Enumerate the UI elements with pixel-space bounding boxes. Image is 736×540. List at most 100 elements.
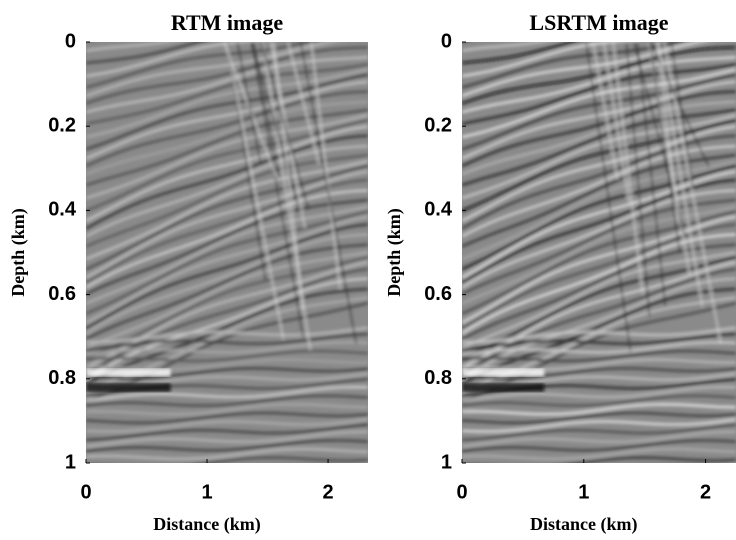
- reflector: [86, 108, 368, 187]
- reflector: [86, 68, 368, 139]
- reflector: [86, 277, 368, 381]
- reflector: [86, 250, 368, 349]
- seismic-texture: [462, 42, 736, 497]
- fault-streak: [657, 42, 704, 307]
- reflector: [86, 164, 368, 271]
- x-axis-label: Distance (km): [530, 514, 637, 535]
- reflector: [462, 477, 736, 493]
- reflector: [462, 267, 736, 376]
- y-tick-label: 1: [65, 451, 76, 473]
- y-tick-label: 0.2: [48, 114, 76, 136]
- reflector: [462, 153, 736, 248]
- fault-streak: [670, 42, 694, 190]
- reflector: [462, 125, 736, 222]
- dark-event: [462, 383, 545, 393]
- reflector: [86, 42, 314, 89]
- reflector: [86, 326, 368, 344]
- y-tick-label: 1: [441, 451, 452, 473]
- reflector: [86, 134, 368, 230]
- reflector: [86, 411, 368, 425]
- reflector: [462, 42, 684, 89]
- fault-streak: [287, 42, 321, 165]
- reflector: [462, 423, 736, 442]
- panel-title: RTM image: [171, 10, 283, 35]
- reflector: [86, 233, 368, 335]
- reflector: [462, 430, 736, 448]
- reflector: [462, 394, 736, 407]
- reflector: [86, 402, 368, 416]
- reflector: [462, 341, 736, 357]
- y-tick-label: 0.6: [48, 283, 76, 305]
- reflector: [86, 332, 368, 351]
- reflector: [462, 205, 736, 305]
- reflector: [86, 287, 368, 386]
- reflector: [86, 80, 368, 160]
- reflector: [86, 358, 368, 371]
- reflector: [462, 260, 736, 369]
- fault-streak: [236, 42, 262, 163]
- reflector: [462, 301, 736, 404]
- fault-streak: [585, 42, 632, 352]
- reflector: [86, 301, 368, 404]
- reflector: [462, 485, 736, 497]
- y-tick-label: 0.6: [424, 283, 452, 305]
- reflector: [462, 178, 736, 284]
- reflector: [86, 341, 368, 357]
- reflector: [86, 267, 368, 376]
- reflector: [462, 233, 736, 335]
- reflector: [86, 153, 368, 248]
- fault-streak: [252, 42, 281, 178]
- reflector: [86, 465, 368, 476]
- fault-streak: [310, 42, 342, 289]
- reflector: [86, 223, 368, 330]
- fault-streak: [225, 42, 285, 340]
- reflector: [462, 465, 736, 476]
- reflector: [86, 46, 368, 105]
- reflector: [86, 198, 368, 296]
- reflector: [462, 439, 736, 453]
- reflector: [462, 332, 736, 351]
- fault-streak: [251, 42, 302, 213]
- fault-streak: [625, 42, 651, 317]
- reflector: [462, 118, 736, 212]
- reflector: [86, 430, 368, 448]
- seismic-texture: [86, 0, 368, 476]
- reflector: [462, 189, 736, 289]
- reflector: [86, 55, 368, 114]
- x-tick-label: 2: [700, 481, 711, 503]
- reflector: [462, 287, 736, 386]
- reflector: [462, 418, 736, 433]
- reflector: [86, 366, 368, 380]
- reflector: [86, 385, 368, 402]
- reflector: [86, 0, 368, 2]
- reflector: [86, 189, 368, 289]
- panel-title: LSRTM image: [529, 10, 668, 35]
- y-tick-label: 0.2: [424, 114, 452, 136]
- reflector: [86, 73, 368, 151]
- y-axis-label: Depth (km): [384, 208, 405, 297]
- reflector: [462, 134, 736, 230]
- x-axis-label: Distance (km): [153, 514, 260, 535]
- reflector: [86, 42, 337, 98]
- reflector: [86, 439, 368, 453]
- x-tick-label: 1: [578, 481, 589, 503]
- reflector: [86, 256, 368, 360]
- reflector: [462, 210, 736, 315]
- reflector: [462, 198, 736, 296]
- reflector: [462, 277, 736, 381]
- reflector: [462, 349, 736, 363]
- reflector: [86, 260, 368, 369]
- y-tick-label: 0.8: [48, 367, 76, 389]
- y-tick-label: 0.4: [48, 199, 77, 221]
- reflector: [86, 349, 368, 363]
- reflector: [86, 63, 368, 126]
- reflector: [462, 42, 625, 78]
- seismic-image: [462, 42, 736, 497]
- reflector: [86, 90, 368, 168]
- reflector: [197, 456, 368, 463]
- y-tick-label: 0: [441, 30, 452, 52]
- reflector: [86, 170, 368, 279]
- reflector: [462, 326, 736, 344]
- reflector: [462, 144, 736, 238]
- reflector: [462, 80, 736, 160]
